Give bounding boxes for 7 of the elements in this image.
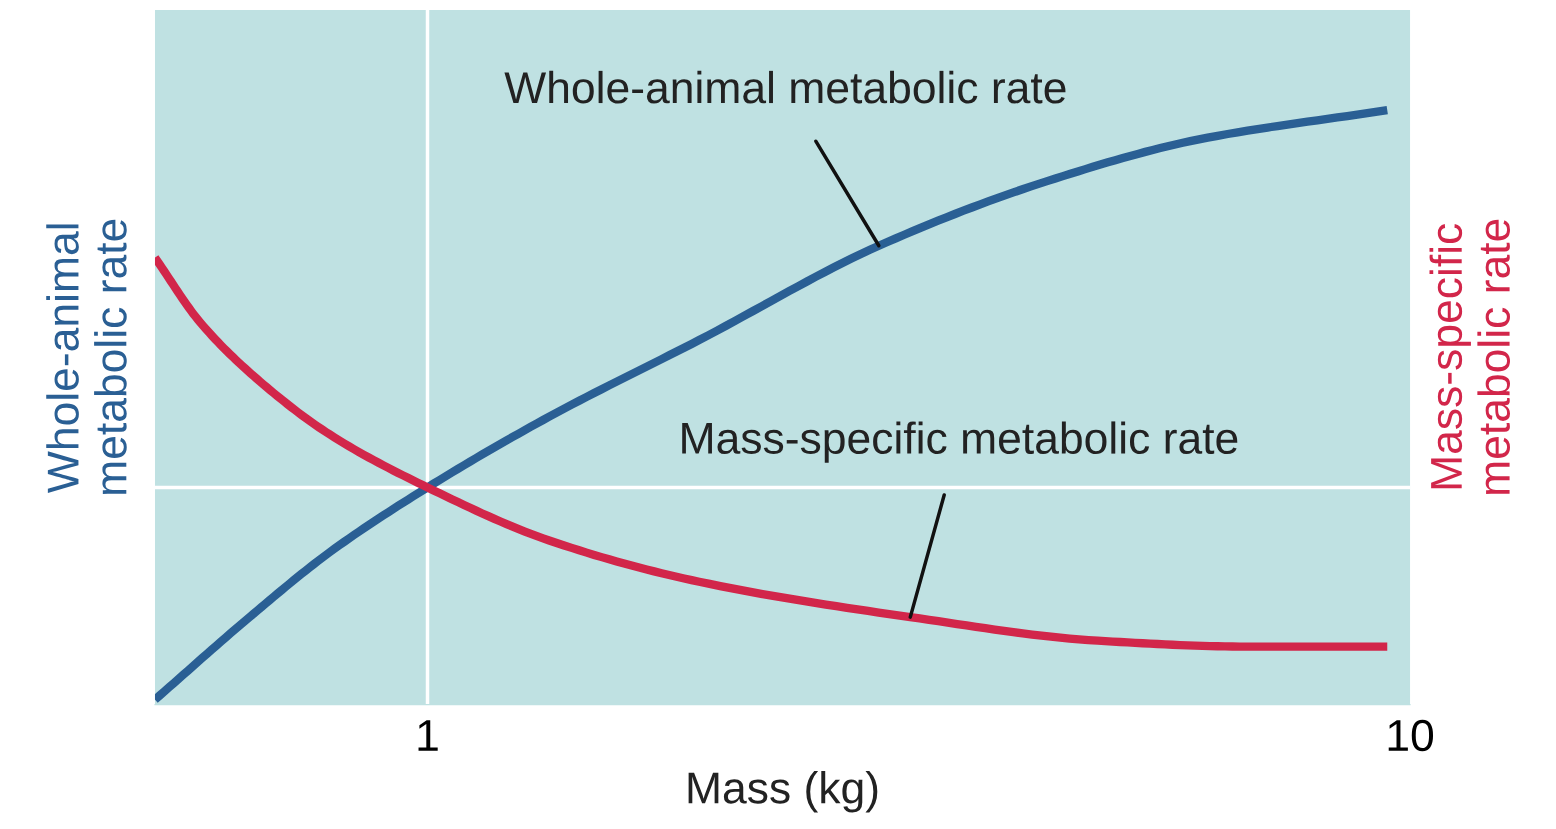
x-tick-label: 10	[1388, 719, 1434, 752]
annotation: Whole-animal metabolic rate	[504, 70, 1066, 104]
x-tick-label: 1	[418, 720, 438, 751]
y-axis-title: Whole-animal metabolic rate	[46, 219, 127, 494]
annotation: Mass-specific metabolic rate	[682, 421, 1238, 463]
y2-axis-title: Mass-specific metabolic rate	[1429, 219, 1511, 494]
x-axis-title: Mass (kg)	[688, 771, 878, 813]
